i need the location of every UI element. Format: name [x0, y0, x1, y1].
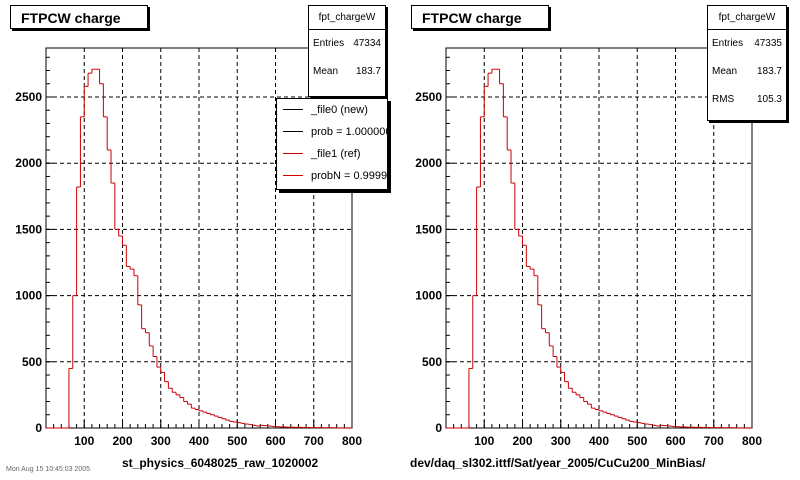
- legend-line-prob: [283, 131, 303, 132]
- left-stats-mean-value: 183.7: [355, 66, 381, 77]
- left-x-tick-label: 100: [74, 434, 94, 448]
- legend-line-file1: [283, 153, 303, 154]
- right-x-tick-label: 100: [474, 434, 494, 448]
- right-y-tick-label: 1000: [415, 289, 442, 303]
- left-stats-entries-value: 47334: [353, 38, 381, 49]
- left-x-tick-label: 400: [189, 434, 209, 448]
- right-x-tick-label: 600: [665, 434, 685, 448]
- legend-item-file0: _file0 (new): [277, 99, 387, 121]
- left-stats-mean-row: Mean 183.7: [309, 58, 385, 86]
- left-stats-name: fpt_chargeW: [309, 6, 385, 30]
- left-y-tick-label: 2500: [15, 90, 42, 104]
- right-y-tick-label: 0: [435, 421, 442, 435]
- legend-label-file1: _file1 (ref): [311, 148, 361, 160]
- right-x-tick-label: 300: [551, 434, 571, 448]
- right-stats-name: fpt_chargeW: [708, 6, 786, 30]
- footer-timestamp: Mon Aug 15 10:45:03 2005: [6, 466, 91, 473]
- left-x-tick-label: 700: [304, 434, 324, 448]
- right-stats-rms-row: RMS 105.3: [708, 86, 786, 114]
- legend-item-file1: _file1 (ref): [277, 143, 387, 165]
- left-y-tick-label: 2000: [15, 156, 42, 170]
- right-stats-box: fpt_chargeW Entries 47335 Mean 183.7 RMS…: [707, 5, 787, 121]
- left-chart-title: FTPCW charge: [10, 5, 148, 29]
- legend-label-file0: _file0 (new): [311, 104, 368, 116]
- right-stats-mean-value: 183.7: [756, 66, 782, 77]
- right-y-tick-label: 1500: [415, 222, 442, 236]
- right-y-tick-label: 500: [422, 355, 442, 369]
- right-stats-entries-row: Entries 47335: [708, 30, 786, 58]
- right-y-tick-label: 2500: [415, 90, 442, 104]
- left-legend: _file0 (new) prob = 1.000000 _file1 (ref…: [276, 98, 388, 190]
- right-stats-entries-value: 47335: [754, 38, 782, 49]
- legend-label-probn: probN = 0.99999: [311, 170, 388, 182]
- right-series-0: [446, 68, 752, 429]
- left-y-tick-label: 0: [35, 421, 42, 435]
- legend-label-prob: prob = 1.000000: [311, 126, 388, 138]
- left-x-tick-label: 800: [342, 434, 362, 448]
- right-stats-mean-label: Mean: [712, 66, 738, 77]
- left-x-axis-title: st_physics_6048025_raw_1020002: [122, 456, 319, 470]
- right-pad: 100 200 300 400 500 600 700 800 0 500 1000 1500 2000…: [400, 0, 800, 480]
- right-stats-entries-label: Entries: [712, 38, 744, 49]
- right-stats-rms-label: RMS: [712, 94, 735, 105]
- right-stats-rms-value: 105.3: [756, 94, 782, 105]
- left-y-tick-label: 500: [22, 355, 42, 369]
- left-series-0: [46, 68, 352, 429]
- right-x-tick-label: 400: [589, 434, 609, 448]
- left-stats-box: fpt_chargeW Entries 47334 Mean 183.7: [308, 5, 386, 97]
- right-y-tick-label: 2000: [415, 156, 442, 170]
- left-stats-entries-row: Entries 47334: [309, 30, 385, 58]
- left-x-tick-label: 600: [265, 434, 285, 448]
- left-x-tick-label: 300: [151, 434, 171, 448]
- legend-line-file0: [283, 109, 303, 110]
- right-stats-mean-row: Mean 183.7: [708, 58, 786, 86]
- left-pad: 100 200 300 400 500 600 700 800 0 500 1000 1500 2000…: [6, 5, 388, 473]
- legend-item-probn: probN = 0.99999: [277, 165, 387, 187]
- right-chart-title: FTPCW charge: [411, 5, 549, 29]
- left-stats-entries-label: Entries: [313, 38, 345, 49]
- right-x-tick-label: 700: [704, 434, 724, 448]
- legend-item-prob: prob = 1.000000: [277, 121, 387, 143]
- right-x-tick-label: 500: [627, 434, 647, 448]
- right-x-axis-title: dev/daq_sl302.ittf/Sat/year_2005/CuCu200…: [410, 456, 706, 470]
- left-x-tick-label: 500: [227, 434, 247, 448]
- left-y-tick-label: 1500: [15, 222, 42, 236]
- right-x-tick-label: 200: [512, 434, 532, 448]
- left-stats-mean-label: Mean: [313, 66, 339, 77]
- left-x-tick-label: 200: [112, 434, 132, 448]
- right-histogram-chart: 100 200 300 400 500 600 700 800 0 500 1000 1500 2000…: [415, 47, 762, 448]
- legend-line-probn: [283, 175, 303, 176]
- left-y-tick-label: 1000: [15, 289, 42, 303]
- right-x-tick-label: 800: [742, 434, 762, 448]
